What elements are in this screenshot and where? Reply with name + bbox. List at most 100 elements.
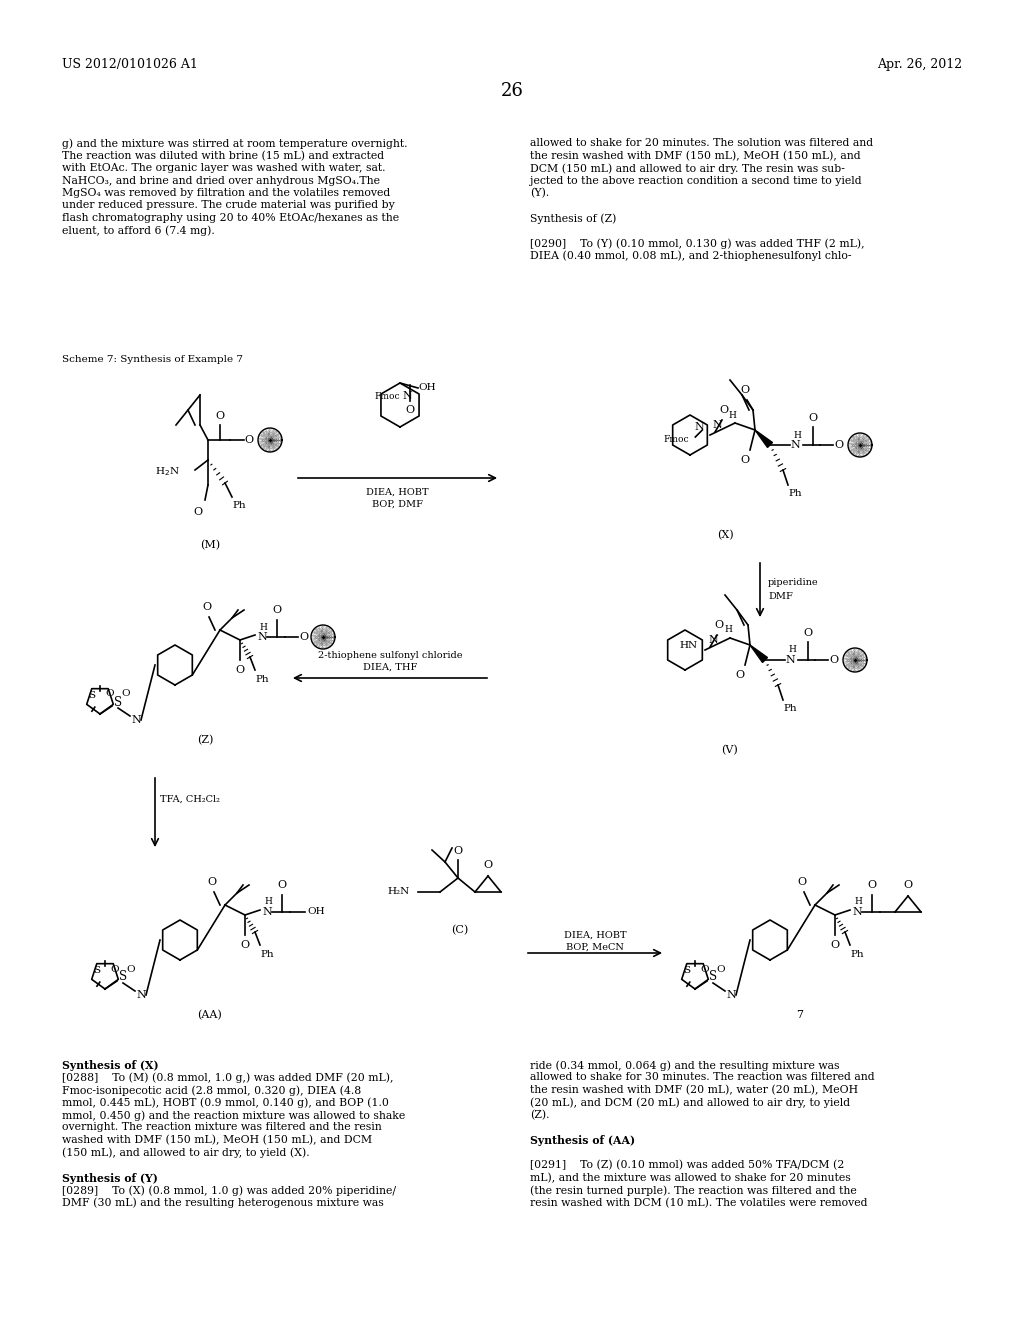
Text: O: O — [244, 436, 253, 445]
Text: washed with DMF (150 mL), MeOH (150 mL), and DCM: washed with DMF (150 mL), MeOH (150 mL),… — [62, 1135, 372, 1146]
Text: Apr. 26, 2012: Apr. 26, 2012 — [877, 58, 962, 71]
Text: O: O — [720, 405, 728, 414]
Text: with EtOAc. The organic layer was washed with water, sat.: with EtOAc. The organic layer was washed… — [62, 162, 385, 173]
Text: OH: OH — [307, 908, 325, 916]
Text: 7: 7 — [797, 1010, 804, 1020]
Text: Ph: Ph — [850, 950, 863, 960]
Text: S: S — [114, 696, 122, 709]
Text: (the resin turned purple). The reaction was filtered and the: (the resin turned purple). The reaction … — [530, 1185, 857, 1196]
Text: O: O — [715, 620, 724, 630]
Text: O: O — [454, 846, 463, 855]
Text: (C): (C) — [452, 925, 469, 936]
Text: O: O — [735, 671, 744, 680]
Text: O: O — [278, 880, 287, 890]
Text: O: O — [122, 689, 130, 698]
Text: Ph: Ph — [783, 704, 797, 713]
Text: N: N — [852, 907, 862, 917]
Text: O: O — [740, 385, 750, 395]
Text: N: N — [726, 990, 736, 1001]
Text: O: O — [798, 876, 807, 887]
Text: Fmoc: Fmoc — [375, 392, 400, 401]
Text: O: O — [717, 965, 725, 974]
Text: O: O — [215, 411, 224, 421]
Text: O: O — [111, 965, 120, 974]
Text: piperidine: piperidine — [768, 578, 818, 587]
Text: S: S — [683, 966, 690, 974]
Text: Scheme 7: Synthesis of Example 7: Scheme 7: Synthesis of Example 7 — [62, 355, 243, 364]
Text: (20 mL), and DCM (20 mL) and allowed to air dry, to yield: (20 mL), and DCM (20 mL) and allowed to … — [530, 1097, 850, 1107]
Text: O: O — [203, 602, 212, 612]
Text: O: O — [808, 413, 817, 422]
Text: [0289]    To (X) (0.8 mmol, 1.0 g) was added 20% piperidine/: [0289] To (X) (0.8 mmol, 1.0 g) was adde… — [62, 1185, 396, 1196]
Text: BOP, DMF: BOP, DMF — [372, 500, 423, 510]
Text: N: N — [257, 632, 266, 642]
Text: S: S — [93, 966, 100, 974]
Text: O: O — [834, 440, 843, 450]
Text: O: O — [208, 876, 216, 887]
Text: (V): (V) — [722, 744, 738, 755]
Text: O: O — [740, 455, 750, 465]
Text: (Y).: (Y). — [530, 187, 549, 198]
Text: The reaction was diluted with brine (15 mL) and extracted: The reaction was diluted with brine (15 … — [62, 150, 384, 161]
Text: O: O — [829, 655, 838, 665]
Text: N: N — [402, 391, 412, 401]
Text: DMF: DMF — [768, 591, 793, 601]
Text: 26: 26 — [501, 82, 523, 100]
Text: N: N — [136, 990, 145, 1001]
Text: US 2012/0101026 A1: US 2012/0101026 A1 — [62, 58, 198, 71]
Text: S: S — [709, 970, 717, 983]
Text: DIEA, THF: DIEA, THF — [362, 663, 417, 672]
Text: DCM (150 mL) and allowed to air dry. The resin was sub-: DCM (150 mL) and allowed to air dry. The… — [530, 162, 845, 173]
Text: Synthesis of (Y): Synthesis of (Y) — [62, 1172, 158, 1184]
Text: BOP, MeCN: BOP, MeCN — [566, 942, 624, 952]
Text: H: H — [788, 645, 796, 655]
Text: (Z).: (Z). — [530, 1110, 550, 1121]
Text: O: O — [804, 628, 813, 638]
Text: DMF (30 mL) and the resulting heterogenous mixture was: DMF (30 mL) and the resulting heterogeno… — [62, 1197, 384, 1208]
Text: jected to the above reaction condition a second time to yield: jected to the above reaction condition a… — [530, 176, 861, 186]
Text: O: O — [483, 861, 493, 870]
Text: Fmoc-isonipecotic acid (2.8 mmol, 0.320 g), DIEA (4.8: Fmoc-isonipecotic acid (2.8 mmol, 0.320 … — [62, 1085, 361, 1096]
Text: under reduced pressure. The crude material was purified by: under reduced pressure. The crude materi… — [62, 201, 394, 210]
Text: N: N — [713, 420, 722, 430]
Text: N: N — [709, 635, 718, 645]
Text: Ph: Ph — [255, 675, 268, 684]
Text: O: O — [903, 880, 912, 890]
Text: overnight. The reaction mixture was filtered and the resin: overnight. The reaction mixture was filt… — [62, 1122, 382, 1133]
Text: Synthesis of (AA): Synthesis of (AA) — [530, 1135, 635, 1146]
Text: O: O — [105, 689, 115, 698]
Text: (Z): (Z) — [197, 735, 213, 746]
Text: Ph: Ph — [788, 488, 802, 498]
Text: MgSO₄ was removed by filtration and the volatiles removed: MgSO₄ was removed by filtration and the … — [62, 187, 390, 198]
Text: S: S — [88, 690, 95, 700]
Text: N: N — [262, 907, 271, 917]
Text: O: O — [194, 507, 203, 517]
Text: mmol, 0.445 mL), HOBT (0.9 mmol, 0.140 g), and BOP (1.0: mmol, 0.445 mL), HOBT (0.9 mmol, 0.140 g… — [62, 1097, 389, 1107]
Text: N: N — [785, 655, 795, 665]
Text: allowed to shake for 30 minutes. The reaction was filtered and: allowed to shake for 30 minutes. The rea… — [530, 1072, 874, 1082]
Text: O: O — [236, 665, 245, 675]
Text: H$_2$N: H$_2$N — [156, 466, 180, 478]
Text: O: O — [127, 965, 135, 974]
Text: [0290]    To (Y) (0.10 mmol, 0.130 g) was added THF (2 mL),: [0290] To (Y) (0.10 mmol, 0.130 g) was a… — [530, 238, 864, 248]
Text: (M): (M) — [200, 540, 220, 550]
Text: Synthesis of (X): Synthesis of (X) — [62, 1060, 159, 1071]
Text: DIEA, HOBT: DIEA, HOBT — [366, 488, 428, 498]
Text: resin washed with DCM (10 mL). The volatiles were removed: resin washed with DCM (10 mL). The volat… — [530, 1197, 867, 1208]
Text: [0288]    To (M) (0.8 mmol, 1.0 g,) was added DMF (20 mL),: [0288] To (M) (0.8 mmol, 1.0 g,) was add… — [62, 1072, 393, 1084]
Text: TFA, CH₂Cl₂: TFA, CH₂Cl₂ — [160, 795, 220, 804]
Text: [0291]    To (Z) (0.10 mmol) was added 50% TFA/DCM (2: [0291] To (Z) (0.10 mmol) was added 50% … — [530, 1160, 845, 1171]
Text: Ph: Ph — [260, 950, 273, 960]
Text: O: O — [867, 880, 877, 890]
Text: Fmoc: Fmoc — [664, 436, 689, 445]
Text: O: O — [830, 940, 840, 950]
Text: O: O — [299, 632, 308, 642]
Text: S: S — [119, 970, 127, 983]
Text: O: O — [406, 405, 415, 414]
Text: N: N — [131, 715, 141, 725]
Text: ride (0.34 mmol, 0.064 g) and the resulting mixture was: ride (0.34 mmol, 0.064 g) and the result… — [530, 1060, 840, 1071]
Text: Synthesis of (Z): Synthesis of (Z) — [530, 213, 616, 223]
Polygon shape — [750, 645, 767, 663]
Text: g) and the mixture was stirred at room temperature overnight.: g) and the mixture was stirred at room t… — [62, 139, 408, 149]
Text: flash chromatography using 20 to 40% EtOAc/hexanes as the: flash chromatography using 20 to 40% EtO… — [62, 213, 399, 223]
